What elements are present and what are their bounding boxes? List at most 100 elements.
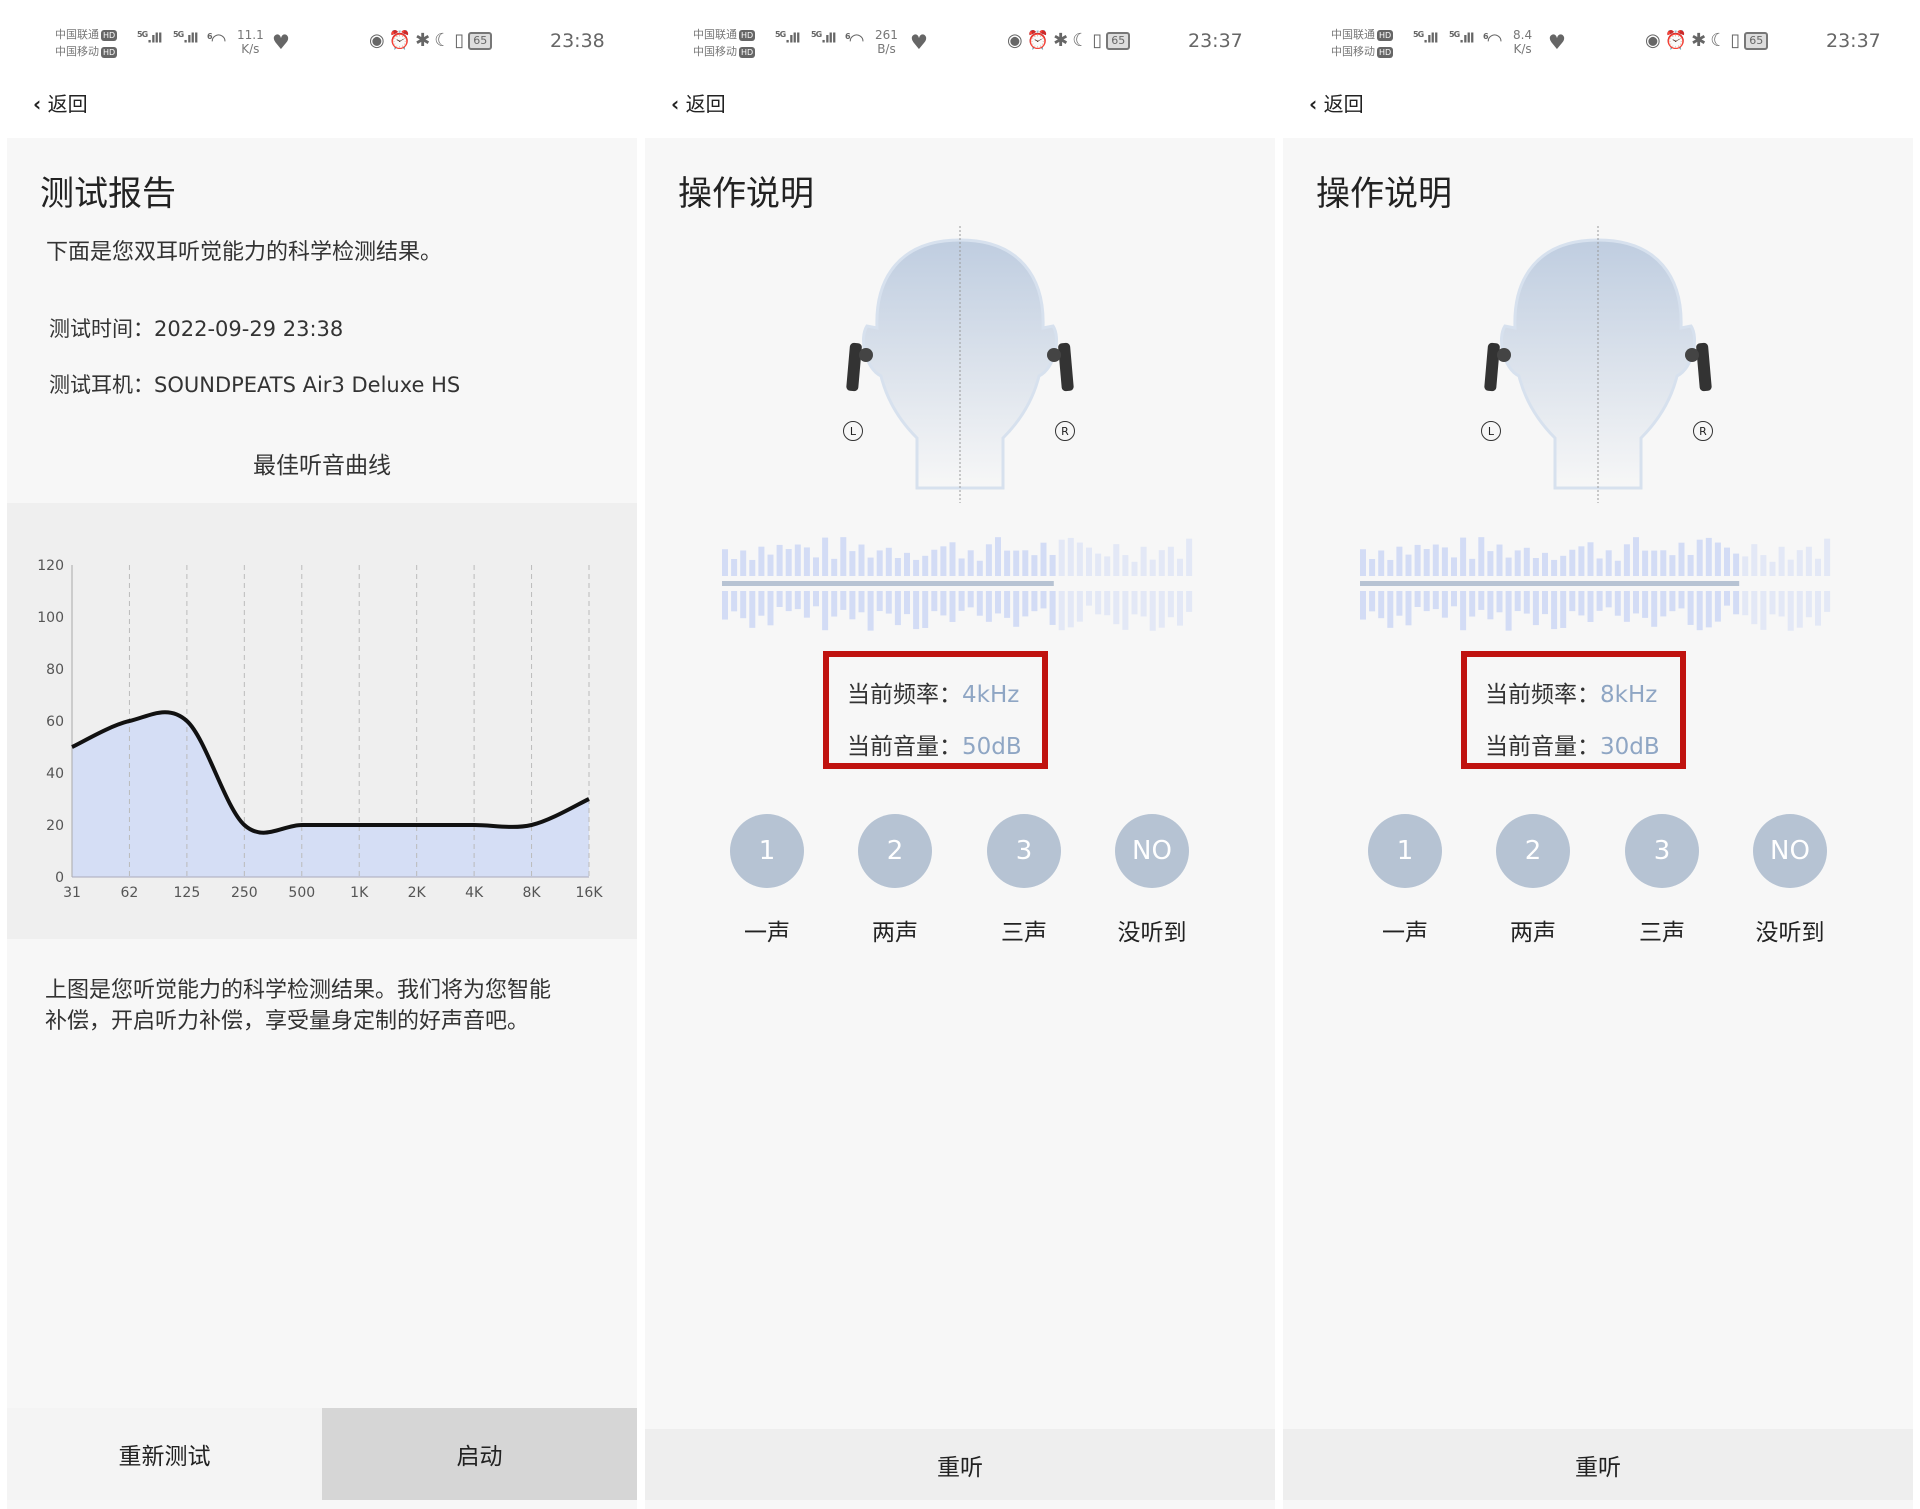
wave-bar (1095, 591, 1102, 615)
start-button[interactable]: 启动 (322, 1408, 637, 1500)
wave-bar (1760, 591, 1767, 630)
vibrate-icon: ▯ (1730, 30, 1745, 51)
wave-bar (1569, 591, 1576, 612)
head-illustration (1484, 226, 1712, 503)
wave-bar (858, 591, 865, 613)
wave-bar (931, 549, 938, 576)
wave-bar (894, 558, 901, 576)
back-button[interactable]: ‹ 返回 (33, 92, 88, 116)
y-tick-label: 100 (37, 610, 64, 626)
answer-button-2[interactable]: 2 (858, 814, 932, 888)
eye-icon: ◉ (1007, 30, 1027, 51)
wave-bar (885, 591, 892, 614)
back-button[interactable]: ‹ 返回 (1309, 92, 1364, 116)
wave-bar (840, 537, 847, 576)
wave-bar (1149, 559, 1156, 576)
wave-bar (1122, 591, 1129, 630)
wave-bar (1651, 550, 1658, 576)
alarm-icon: ⏰ (388, 30, 416, 51)
bluetooth-icon: ✱ (1691, 30, 1711, 51)
wave-bar (1360, 591, 1366, 620)
signal-icon: 5G.ıll (173, 30, 198, 47)
playback-progress (722, 581, 1054, 586)
chevron-left-icon: ‹ (33, 92, 42, 116)
answer-button-3[interactable]: 3 (987, 814, 1061, 888)
right-ear-label: R (1055, 421, 1075, 441)
status-speed-unit: K/s (1513, 42, 1532, 56)
wave-bar (1113, 591, 1120, 625)
wave-bar (1587, 591, 1594, 622)
answer-button-2[interactable]: 2 (1496, 814, 1570, 888)
bluetooth-icon: ✱ (1053, 30, 1073, 51)
clock: 23:37 (1826, 30, 1881, 52)
wave-bar (1387, 559, 1394, 576)
wave-bar (1505, 557, 1512, 576)
wave-bar (1423, 591, 1430, 612)
wave-bar (976, 560, 983, 576)
page-title: 操作说明 (678, 174, 814, 214)
status-net1: 5G (137, 30, 148, 39)
wave-bar (1742, 556, 1749, 576)
x-tick-label: 16K (576, 885, 604, 901)
answer-button-no[interactable]: NO (1753, 814, 1827, 888)
retest-button[interactable]: 重新测试 (7, 1408, 322, 1500)
answer-button-3[interactable]: 3 (1625, 814, 1699, 888)
wave-bar (1140, 591, 1147, 617)
wave-bar (1013, 550, 1020, 576)
replay-button[interactable]: 重听 (645, 1429, 1275, 1500)
replay-button[interactable]: 重听 (1283, 1429, 1913, 1500)
wave-bar (922, 555, 929, 576)
wave-bar (1687, 591, 1694, 625)
wave-bar (1487, 551, 1494, 576)
back-button[interactable]: ‹ 返回 (671, 92, 726, 116)
wave-bar (722, 549, 728, 576)
wave-bar (1049, 591, 1056, 625)
answer-label: 三声 (1639, 920, 1685, 946)
sound-waveform (722, 537, 1193, 631)
status-hd: HD (101, 47, 118, 58)
y-tick-label: 120 (37, 558, 64, 574)
wave-bar (1149, 591, 1156, 631)
page-title: 测试报告 (40, 174, 176, 214)
wave-bar (1532, 558, 1539, 576)
wave-bar (794, 544, 801, 576)
x-tick-label: 1K (350, 885, 369, 901)
system-icons: ◉⏰✱☾▯ 65 (1645, 30, 1769, 51)
wave-bar (1805, 591, 1812, 618)
signal-icon: 5G.ıll (1449, 30, 1474, 47)
wave-bar (867, 557, 874, 576)
wave-bar (1605, 591, 1612, 608)
wave-bar (1086, 547, 1092, 576)
wave-bar (1614, 591, 1621, 616)
network-speed: 8.4 K/s (1513, 28, 1532, 56)
answer-button-no[interactable]: NO (1115, 814, 1189, 888)
left-earbud-icon (846, 342, 873, 392)
y-tick-label: 20 (46, 818, 64, 834)
wave-bar (1642, 591, 1649, 618)
report-card: 测试报告 下面是您双耳听觉能力的科学检测结果。 测试时间：2022-09-29 … (7, 138, 637, 1509)
wave-bar (1095, 553, 1102, 576)
report-subtitle: 下面是您双耳听觉能力的科学检测结果。 (46, 240, 443, 265)
wave-bar (1705, 537, 1712, 576)
wave-bar (1532, 591, 1539, 626)
wave-bar (749, 591, 756, 628)
wave-bar (1478, 591, 1485, 610)
x-tick-label: 2K (408, 885, 427, 901)
chart-svg: 31 62 125 250 500 1K 2K 4K 8K 16K 0 20 40 60 80 100 120 (37, 558, 604, 901)
wave-bar (794, 591, 801, 610)
vibrate-icon: ▯ (1092, 30, 1107, 51)
wave-bar (776, 544, 783, 576)
status-hd: HD (1377, 30, 1394, 41)
wave-bar (1369, 591, 1376, 612)
status-hd: HD (739, 47, 756, 58)
right-ear-label: R (1693, 421, 1713, 441)
wave-bar (1067, 537, 1074, 576)
answer-button-1[interactable]: 1 (1368, 814, 1442, 888)
wave-bar (904, 552, 910, 576)
wave-bar (1022, 550, 1029, 576)
answer-button-1[interactable]: 1 (730, 814, 804, 888)
answer-label: 一声 (744, 920, 790, 946)
carrier-info: 中国联通 HD 中国移动 HD (693, 26, 756, 60)
wave-bar (758, 546, 765, 576)
wave-bar (1542, 591, 1548, 615)
